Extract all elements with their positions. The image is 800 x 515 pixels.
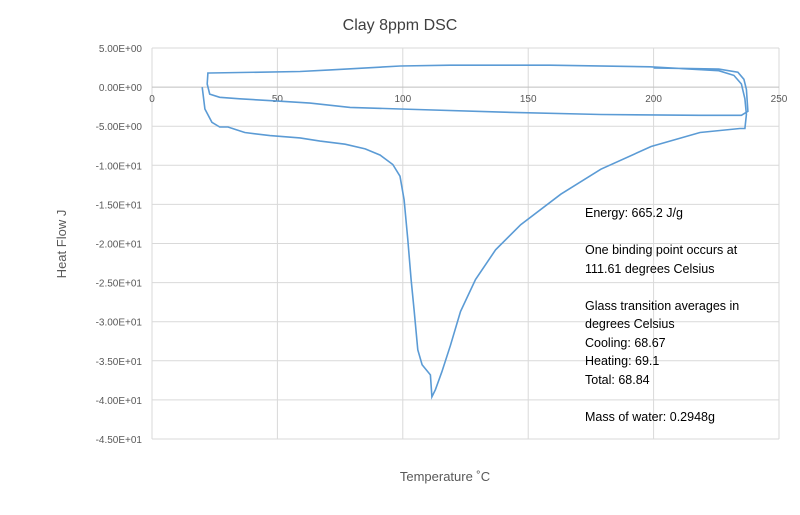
annotation-text: Energy: 665.2 J/g — [585, 206, 683, 220]
annotation-text: Total: 68.84 — [585, 372, 650, 387]
annotation-text: 111.61 degrees Celsius — [585, 261, 715, 276]
y-tick-label: -4.00E+01 — [96, 396, 143, 407]
y-tick-label: -3.50E+01 — [96, 357, 143, 368]
x-tick-label: 200 — [645, 94, 662, 105]
y-tick-label: -5.00E+00 — [96, 122, 143, 133]
x-tick-label: 50 — [272, 94, 284, 105]
y-tick-label: 5.00E+00 — [99, 44, 143, 55]
y-axis-label: Heat Flow J — [54, 210, 69, 279]
annotation-text: degrees Celsius — [585, 317, 675, 331]
y-tick-label: -3.00E+01 — [96, 318, 143, 329]
annotation-text: Cooling: 68.67 — [585, 335, 666, 350]
y-tick-label: -2.00E+01 — [96, 240, 143, 251]
x-tick-label: 250 — [771, 94, 788, 105]
chart-title: Clay 8ppm DSC — [343, 17, 458, 34]
annotation-text: Heating: 69.1 — [585, 354, 660, 368]
y-tick-label: -1.50E+01 — [96, 200, 143, 211]
series-line — [201, 64, 749, 400]
x-tick-label: 100 — [394, 94, 411, 105]
annotation-text: Mass of water: 0.2948g — [585, 409, 715, 424]
y-tick-label: -4.50E+01 — [96, 435, 143, 446]
y-tick-label: -1.00E+01 — [96, 161, 143, 172]
annotation-text: One binding point occurs at — [585, 243, 738, 257]
annotation-text: Glass transition averages in — [585, 298, 740, 313]
y-tick-label: 0.00E+00 — [99, 83, 143, 94]
x-tick-label: 0 — [149, 94, 155, 105]
x-tick-label: 150 — [520, 94, 537, 105]
x-axis-label: Temperature ˚C — [400, 469, 490, 484]
y-tick-label: -2.50E+01 — [96, 279, 143, 290]
